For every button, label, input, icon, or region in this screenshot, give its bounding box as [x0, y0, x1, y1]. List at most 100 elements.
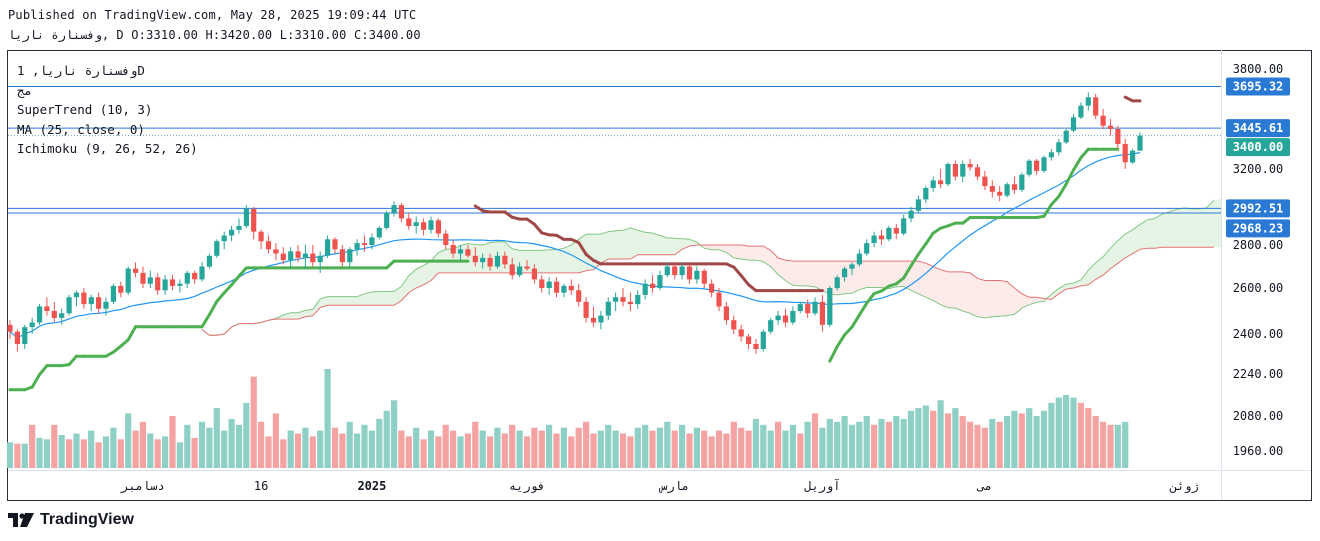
volume-bar [339, 433, 346, 468]
volume-bar [206, 427, 213, 468]
supertrend-segment [230, 274, 241, 287]
volume-bar [198, 421, 206, 468]
candle-body [243, 208, 249, 226]
supertrend-segment [739, 274, 751, 287]
volume-bar [878, 418, 885, 468]
candle-body [1093, 97, 1099, 116]
candle-body [361, 243, 368, 245]
volume-bar [915, 408, 922, 468]
price-axis-label: 2800.00 [1233, 238, 1284, 252]
candle-body [1107, 125, 1114, 129]
volume-bar [516, 430, 523, 468]
volume-bar [871, 424, 878, 469]
cloud-segment [1014, 288, 1022, 315]
volume-bar [752, 418, 759, 468]
volume-bar [531, 427, 538, 468]
volume-bar [250, 376, 257, 468]
volume-bar [760, 424, 767, 469]
candle-body [723, 306, 729, 321]
volume-bar [797, 433, 804, 468]
volume-bar [51, 424, 58, 469]
supertrend-segment [30, 373, 42, 389]
candle-body [531, 268, 537, 280]
volume-bar [952, 408, 959, 468]
candle-body [635, 294, 641, 305]
legend-supertrend[interactable]: SuperTrend (10, 3) [17, 102, 153, 117]
cloud-segment [1021, 293, 1030, 309]
cloud-segment [689, 239, 697, 247]
candle-body [14, 331, 20, 344]
candle-body [421, 222, 427, 230]
candle-body [945, 164, 951, 185]
volume-bar [1040, 410, 1048, 469]
cloud-segment [719, 245, 727, 253]
cloud-segment [1066, 283, 1074, 290]
volume-bar [450, 430, 457, 468]
supertrend-segment [1072, 156, 1083, 172]
candle-body [938, 180, 944, 185]
candle-body [819, 301, 825, 325]
volume-bar [479, 430, 486, 468]
cloud-segment [541, 249, 550, 273]
volume-bar [1070, 397, 1077, 468]
volume-bar [29, 424, 36, 469]
supertrend-segment [916, 242, 928, 256]
legend-symbol[interactable]: وفسنارة ناريا, 1D [17, 63, 145, 78]
supertrend-segment [525, 217, 536, 226]
candle-body [81, 292, 87, 305]
cloud-segment [763, 246, 771, 267]
tradingview-logo[interactable]: TradingView [8, 511, 134, 529]
candle-body [1011, 184, 1018, 190]
volume-bar [294, 433, 302, 468]
supertrend-segment [577, 241, 588, 256]
cloud-segment [888, 261, 897, 289]
candle-body [236, 226, 242, 230]
candle-body [310, 253, 316, 263]
supertrend-segment [38, 364, 49, 377]
cloud-segment [357, 293, 365, 306]
volume-bar [848, 424, 856, 469]
volume-bar [1107, 424, 1114, 469]
cloud-segment [1176, 207, 1185, 248]
volume-bar [671, 430, 678, 468]
volume-bar [538, 430, 545, 468]
candle-body [871, 235, 877, 244]
cloud-segment [1125, 229, 1133, 258]
cloud-segment [608, 230, 616, 259]
cloud-segment [379, 291, 387, 306]
candle-body [177, 283, 183, 286]
volume-bar [132, 430, 139, 468]
cloud-segment [408, 269, 417, 293]
candle-body [1041, 157, 1047, 171]
ma-line [9, 151, 1141, 339]
price-axis[interactable]: 3800.00 3200.00 2800.00 2600.00 2400.00 2240.… [1233, 62, 1284, 458]
candle-body [901, 218, 907, 234]
cloud-segment [822, 261, 830, 295]
cloud-segment [1058, 284, 1067, 294]
cloud-segment [637, 230, 646, 255]
volume-bar [376, 418, 383, 468]
volume-bar [405, 436, 412, 468]
time-axis[interactable]: دسامبر 16 2025 فوریه مارس آوریل می ژوئن [120, 478, 1199, 494]
supertrend-segment [894, 276, 906, 286]
candle-body [775, 315, 781, 321]
candles[interactable] [7, 92, 1143, 354]
cloud-segment [1147, 218, 1155, 249]
supertrend-segment [207, 299, 219, 317]
legend-ichimoku[interactable]: Ichimoku (9, 26, 52, 26) [17, 141, 198, 156]
volume-bar [66, 439, 73, 468]
candle-body [354, 243, 360, 250]
volume-bar [1122, 421, 1129, 468]
cloud-segment [940, 269, 948, 308]
volume-bar [745, 430, 752, 468]
price-tag-label: 3400.00 [1233, 140, 1284, 154]
price-tag: 2968.23 [1226, 219, 1290, 238]
candle-body [738, 329, 744, 337]
moving-average [9, 151, 1141, 339]
legend-ma[interactable]: MA (25, close, 0) [17, 121, 145, 137]
cloud-segment [1140, 219, 1148, 250]
candle-body [701, 270, 707, 284]
supertrend-segment [1057, 182, 1068, 199]
supertrend-segment [1079, 147, 1090, 160]
